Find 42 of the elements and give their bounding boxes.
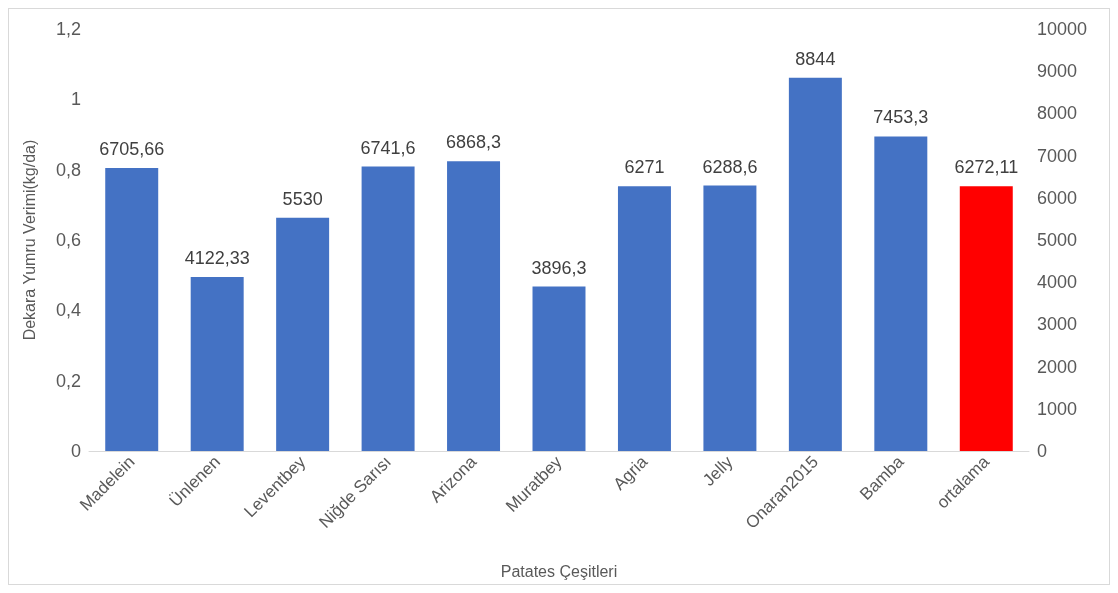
y-tick-label: 1,2	[55, 19, 81, 39]
bar	[276, 217, 330, 451]
data-label: 7453,3	[873, 107, 929, 128]
data-label: 6288,6	[702, 156, 758, 177]
bar	[874, 136, 928, 451]
data-label: 3896,3	[531, 257, 587, 278]
y-tick-label: 0,4	[55, 300, 81, 321]
y-tick-label: 0	[70, 441, 81, 461]
y-tick-label: 0,2	[55, 370, 81, 391]
y2-tick-label: 2000	[1037, 356, 1078, 377]
y2-tick-label: 9000	[1037, 61, 1078, 82]
bar	[105, 168, 159, 451]
y2-tick-label: 6000	[1037, 187, 1078, 208]
y2-tick-label: 3000	[1037, 314, 1078, 335]
data-label: 4122,33	[184, 248, 250, 269]
data-label: 6741,6	[360, 137, 416, 158]
bar	[447, 161, 501, 451]
x-axis-title: Patates Çeşitleri	[500, 562, 618, 580]
y2-tick-label: 8000	[1037, 103, 1078, 124]
y2-tick-label: 0	[1037, 441, 1048, 461]
bar	[532, 286, 586, 451]
y2-tick-label: 4000	[1037, 272, 1078, 293]
y2-tick-label: 7000	[1037, 145, 1078, 166]
y2-tick-label: 1000	[1037, 398, 1078, 419]
data-label: 6868,3	[446, 132, 502, 153]
bar	[190, 277, 244, 451]
bar	[703, 185, 757, 451]
data-label: 8844	[795, 48, 836, 69]
y-tick-label: 0,6	[55, 230, 81, 250]
y2-tick-label: 10000	[1037, 19, 1088, 39]
bar	[788, 77, 842, 451]
data-label: 5530	[282, 188, 323, 209]
bar	[959, 186, 1013, 451]
y2-tick-label: 5000	[1037, 230, 1078, 250]
data-label: 6271	[624, 157, 665, 178]
y-tick-label: 1	[70, 89, 81, 110]
data-label: 6272,11	[954, 157, 1019, 178]
y-tick-label: 0,8	[55, 159, 81, 180]
bar	[617, 186, 671, 451]
bar	[361, 166, 415, 451]
data-label: 6705,66	[99, 139, 165, 160]
y-axis-title: Dekara Yumru Verimi(kg/da)	[20, 139, 38, 341]
